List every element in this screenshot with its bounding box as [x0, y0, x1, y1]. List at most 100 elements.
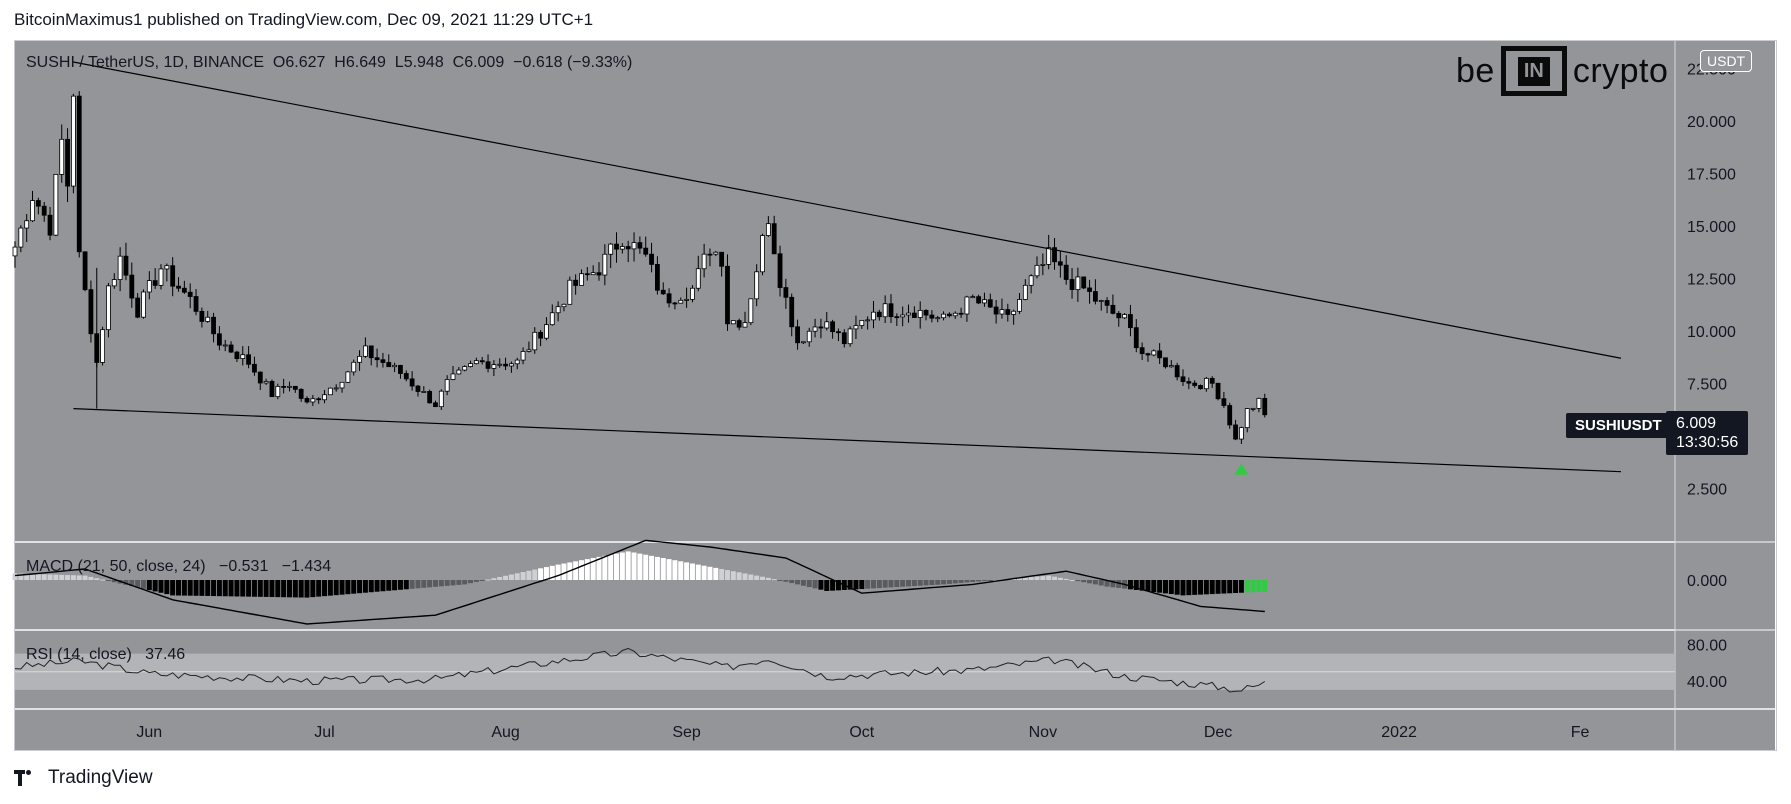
candle	[65, 128, 70, 203]
candle-body	[438, 390, 444, 408]
candle-body	[333, 387, 339, 390]
candle-body	[211, 316, 216, 335]
macd-bar	[386, 580, 392, 591]
logo-left-text: be	[1456, 51, 1495, 90]
candle-body	[695, 268, 701, 289]
candle-body	[1081, 276, 1087, 289]
candle	[1250, 407, 1256, 412]
candle-body	[590, 272, 596, 276]
macd-bar	[82, 575, 88, 580]
macd-bar	[327, 580, 333, 596]
candle-body	[222, 344, 228, 347]
macd-bar	[88, 576, 94, 580]
candle-body	[30, 200, 35, 222]
macd-bar	[555, 564, 561, 580]
tradingview-footer[interactable]: TradingView	[14, 767, 153, 789]
candle-body	[1163, 357, 1168, 368]
tradingview-logo-icon	[14, 770, 42, 786]
macd-bar	[865, 580, 871, 589]
price-axis-background	[1675, 41, 1775, 708]
candle-body	[754, 271, 760, 300]
macd-bar	[1186, 580, 1192, 596]
candle-body	[339, 381, 345, 389]
macd-bar	[830, 580, 836, 591]
candle	[678, 297, 684, 304]
candle-body	[1069, 279, 1075, 290]
macd-bar	[193, 580, 199, 596]
macd-bar	[1162, 580, 1168, 594]
macd-bar	[164, 580, 170, 595]
candle-body	[246, 354, 252, 365]
macd-bar	[1133, 580, 1139, 590]
macd-bar	[216, 580, 222, 597]
macd-bar	[923, 580, 929, 586]
macd-bar	[485, 579, 491, 581]
legend-open: 6.627	[285, 54, 326, 71]
macd-bar	[800, 580, 806, 586]
macd-bar	[432, 580, 438, 587]
candle	[1256, 397, 1262, 413]
macd-bar	[666, 559, 672, 580]
macd-bar	[41, 574, 47, 580]
candle	[672, 301, 678, 310]
macd-bar	[578, 560, 584, 580]
candle-body	[362, 345, 368, 357]
candle	[176, 277, 181, 292]
macd-bar	[462, 580, 468, 585]
macd-bar	[403, 580, 409, 590]
candle-body	[1098, 300, 1104, 302]
candle-body	[403, 373, 409, 380]
candle-body	[958, 312, 964, 315]
macd-bar	[1046, 575, 1052, 580]
macd-bar	[357, 580, 363, 594]
macd-bar	[847, 580, 853, 590]
time-axis-background	[15, 710, 1775, 750]
macd-bar	[18, 573, 24, 580]
macd-bar	[1098, 580, 1104, 586]
candle-body	[777, 253, 783, 288]
candle	[1180, 369, 1186, 387]
candle-body	[111, 279, 117, 287]
macd-bar	[707, 566, 713, 580]
macd-bar	[789, 580, 795, 584]
candle	[1163, 357, 1168, 369]
candle	[1063, 255, 1069, 285]
candle	[514, 357, 520, 370]
candle-body	[491, 364, 497, 369]
candle-body	[964, 296, 970, 315]
candle-body	[830, 321, 835, 333]
candle-body	[240, 354, 246, 359]
legend-symbol: SUSHI / TetherUS, 1D, BINANCE	[26, 54, 264, 71]
macd-label: MACD (21, 50, close, 24)	[26, 558, 206, 575]
macd-bar	[409, 580, 415, 589]
chart-frame[interactable]	[14, 40, 1777, 751]
candle	[964, 295, 970, 322]
macd-bar	[374, 580, 380, 592]
candle-body	[368, 345, 374, 359]
macd-bar	[65, 575, 71, 580]
macd-bar	[1040, 576, 1046, 580]
macd-bar	[870, 580, 876, 589]
candle-body	[1046, 247, 1052, 265]
candle-body	[526, 349, 532, 352]
macd-bar	[958, 580, 964, 583]
candle-body	[841, 332, 847, 345]
candle	[526, 341, 532, 353]
candle-body	[1139, 347, 1145, 355]
candle-body	[292, 385, 298, 390]
macd-bar	[1180, 580, 1186, 596]
currency-tag[interactable]: USDT	[1700, 50, 1753, 72]
candle	[765, 216, 771, 237]
legend-close-label: C	[452, 54, 465, 71]
macd-bar	[777, 580, 783, 581]
candle	[865, 316, 871, 330]
macd-bar	[736, 572, 742, 580]
candle-body	[730, 320, 736, 325]
candle-body	[538, 331, 543, 339]
candle-body	[287, 385, 292, 388]
macd-bar	[614, 553, 620, 580]
candle-body	[1145, 353, 1151, 356]
candle	[199, 307, 205, 328]
price-axis-tick-5: 10.000	[1687, 324, 1736, 341]
